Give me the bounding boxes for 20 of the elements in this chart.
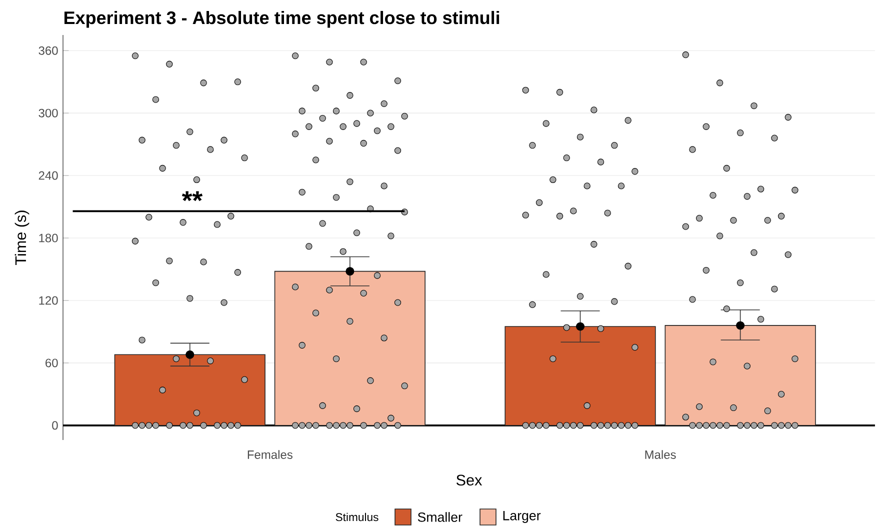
y-tick-label: 0 [52, 421, 58, 430]
annotation: ** [182, 191, 203, 202]
x-tick-label: Males [645, 450, 676, 459]
y-tick-label: 240 [38, 171, 58, 180]
legend-label: Larger [503, 511, 541, 523]
chart-title: Experiment 3 - Absolute time spent close to stimuli [64, 10, 500, 28]
y-axis-title: Time (s) [14, 210, 30, 265]
y-tick-label: 360 [38, 46, 58, 55]
y-tick-label: 120 [39, 296, 58, 305]
x-tick-label: Females [248, 450, 292, 459]
bar [274, 270, 426, 426]
legend-title: Stimulus [336, 512, 378, 522]
bar [664, 325, 816, 426]
legend-label: Smaller [418, 512, 462, 522]
bar [114, 354, 266, 426]
bar [504, 326, 656, 426]
y-tick-label: 300 [38, 108, 58, 118]
y-tick-label: 180 [39, 234, 58, 242]
x-axis-title: Sex [456, 474, 482, 486]
y-tick-label: 60 [46, 358, 58, 368]
